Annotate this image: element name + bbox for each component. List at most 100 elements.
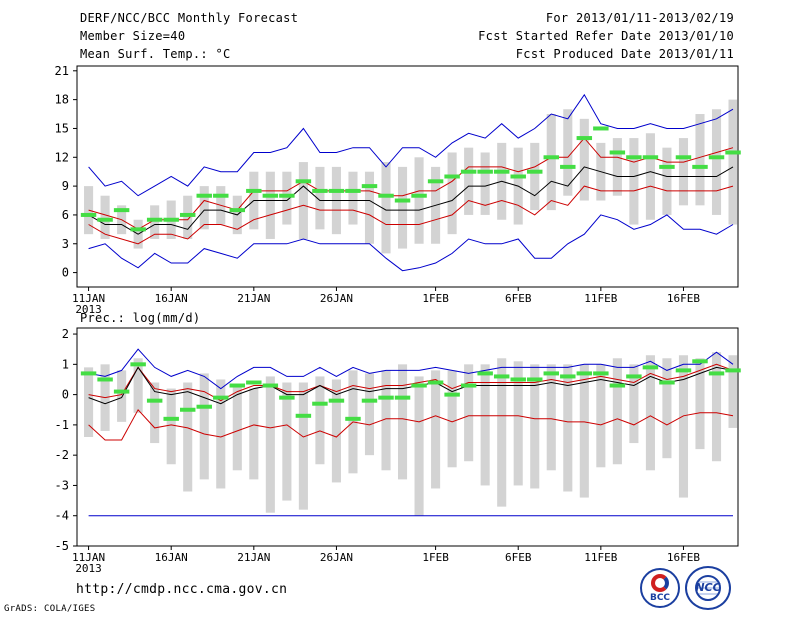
median-marker xyxy=(97,217,113,222)
x-tick-label: 11FEB xyxy=(584,292,617,305)
ncc-logo: NCC xyxy=(685,566,731,610)
x-tick-label: 21JAN xyxy=(237,292,270,305)
median-marker xyxy=(179,212,196,217)
median-marker xyxy=(345,416,361,421)
ensemble-spread-box xyxy=(678,355,689,498)
median-marker xyxy=(477,169,493,174)
y-tick-label: -2 xyxy=(55,448,69,462)
median-marker xyxy=(593,371,609,376)
ensemble-spread-box xyxy=(728,355,738,428)
ensemble-spread-box xyxy=(563,364,573,492)
ensemble-spread-box xyxy=(216,379,226,489)
median-marker xyxy=(312,188,328,193)
x-tick-label: 6FEB xyxy=(505,551,532,564)
x-tick-label: 11JAN xyxy=(72,292,105,305)
median-marker xyxy=(394,395,411,400)
median-marker xyxy=(460,383,477,388)
median-marker xyxy=(312,401,328,406)
ensemble-spread-box xyxy=(464,364,474,462)
median-marker xyxy=(97,377,113,382)
median-marker xyxy=(493,169,510,174)
median-marker xyxy=(708,371,725,376)
plot-frame xyxy=(76,327,739,547)
member-size: Member Size=40 xyxy=(80,29,186,43)
median-marker xyxy=(246,380,262,385)
median-marker xyxy=(692,164,708,169)
ensemble-spread-box xyxy=(282,382,292,501)
median-marker xyxy=(609,150,626,155)
median-marker xyxy=(460,169,477,174)
ensemble-spread-box xyxy=(464,147,474,215)
ensemble-spread-box xyxy=(265,376,275,513)
median-marker xyxy=(725,150,741,155)
x-year-label: 2013 xyxy=(75,562,102,575)
grads-credit: GrADS: COLA/IGES xyxy=(4,604,96,614)
median-marker xyxy=(642,365,659,370)
y-tick-label: 0 xyxy=(62,266,69,280)
ensemble-spread-box xyxy=(579,118,589,201)
x-tick-label: 26JAN xyxy=(320,551,353,564)
ncc-logo-globe xyxy=(695,575,721,601)
ensemble-spread-box xyxy=(199,373,209,480)
series-line-lower xyxy=(88,408,734,441)
x-year-label: 2013 xyxy=(75,303,102,316)
median-marker xyxy=(593,126,609,131)
forecast-period: For 2013/01/11-2013/02/19 xyxy=(545,11,734,25)
series-line-max xyxy=(88,93,734,197)
median-marker xyxy=(444,174,460,179)
ensemble-spread-box xyxy=(298,382,308,510)
ensemble-spread-box xyxy=(629,138,639,225)
median-marker xyxy=(576,136,593,141)
median-marker xyxy=(113,208,130,213)
ensemble-spread-box xyxy=(431,370,441,489)
y-tick-label: -3 xyxy=(55,478,69,492)
x-tick-label: 11JAN xyxy=(72,551,105,564)
ensemble-spread-box xyxy=(232,385,242,471)
ensemble-spread-box xyxy=(579,364,589,498)
series-line-upper xyxy=(88,363,734,402)
median-marker xyxy=(80,212,97,217)
median-marker xyxy=(262,193,279,198)
median-marker xyxy=(130,227,146,232)
ensemble-spread-box xyxy=(150,205,160,239)
median-marker xyxy=(708,155,725,160)
ensemble-spread-box xyxy=(662,147,672,215)
ensemble-spread-box xyxy=(563,109,573,196)
x-tick-label: 21JAN xyxy=(237,551,270,564)
ensemble-spread-box xyxy=(397,166,408,249)
median-marker xyxy=(345,188,361,193)
y-tick-label: 15 xyxy=(55,121,69,135)
ensemble-spread-box xyxy=(199,186,209,230)
ensemble-spread-box xyxy=(183,382,193,492)
ensemble-spread-box xyxy=(480,364,490,486)
ensemble-spread-box xyxy=(84,367,94,437)
median-marker xyxy=(378,395,394,400)
bcc-logo: BCC xyxy=(640,568,680,608)
ensemble-spread-box xyxy=(497,358,507,507)
x-tick-label: 1FEB xyxy=(422,292,449,305)
series-line-lower xyxy=(88,185,734,245)
ensemble-spread-box xyxy=(84,186,94,235)
bcc-logo-swirl xyxy=(651,574,669,592)
ensemble-spread-box xyxy=(364,373,375,456)
median-marker xyxy=(659,164,675,169)
x-tick-label: 11FEB xyxy=(584,551,617,564)
median-marker xyxy=(262,383,279,388)
median-marker xyxy=(411,383,427,388)
ensemble-spread-box xyxy=(414,157,424,244)
forecast-produced: Fcst Produced Date 2013/01/11 xyxy=(515,47,734,61)
ensemble-spread-box xyxy=(711,352,722,462)
source-url[interactable]: http://cmdp.ncc.cma.gov.cn xyxy=(76,582,288,597)
median-marker xyxy=(295,179,312,184)
median-marker xyxy=(279,395,295,400)
y-tick-label: -5 xyxy=(55,539,69,553)
y-tick-label: 9 xyxy=(62,179,69,193)
variable-label-prec: Prec.: log(mm/d) xyxy=(80,311,201,325)
median-marker xyxy=(543,371,559,376)
median-marker xyxy=(609,383,626,388)
ensemble-spread-box xyxy=(546,114,556,211)
median-marker xyxy=(527,169,543,174)
ensemble-spread-box xyxy=(381,370,391,471)
x-tick-label: 6FEB xyxy=(505,292,532,305)
